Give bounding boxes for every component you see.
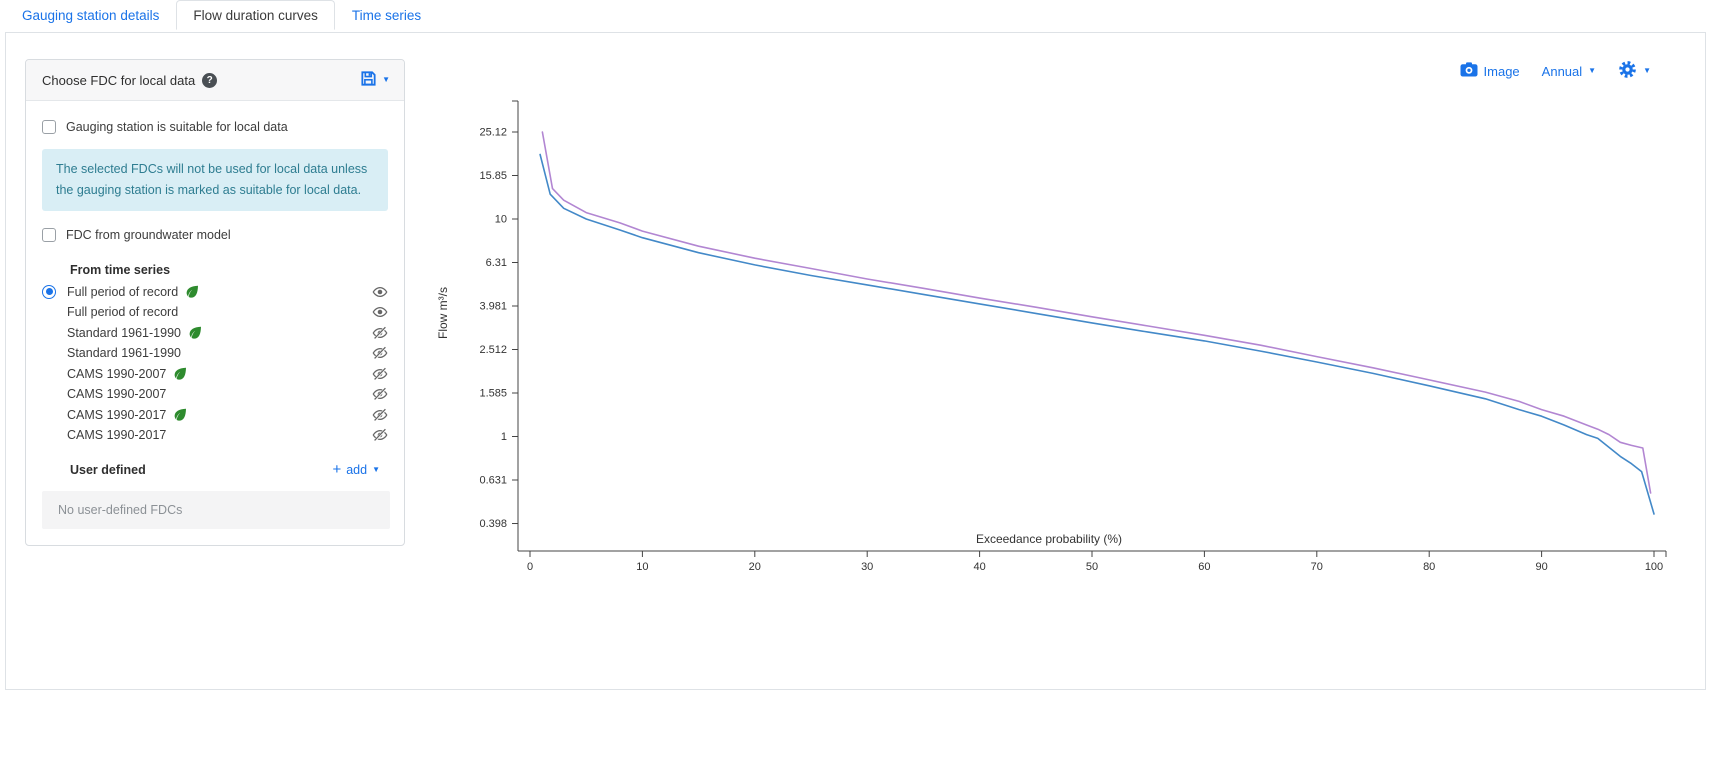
svg-text:60: 60 <box>1198 561 1210 573</box>
fdc-item-label: Full period of record <box>67 284 179 299</box>
svg-text:80: 80 <box>1423 561 1435 573</box>
fdc-item-label: CAMS 1990-2007 <box>67 387 167 401</box>
chart-controls: Image Annual ▼ ▼ <box>1460 60 1651 82</box>
groundwater-checkbox-label: FDC from groundwater model <box>66 228 231 243</box>
suitable-checkbox[interactable] <box>42 120 56 134</box>
leaf-icon <box>184 285 199 298</box>
fdc-panel-body: Gauging station is suitable for local da… <box>26 101 404 545</box>
add-dropdown-caret-icon: ▼ <box>372 464 380 474</box>
export-image-button[interactable]: Image <box>1460 62 1520 80</box>
chart-series <box>539 131 1655 515</box>
svg-text:0.631: 0.631 <box>479 474 507 486</box>
add-user-fdc-button[interactable]: + add ▼ <box>332 462 388 477</box>
svg-text:25.12: 25.12 <box>479 126 507 138</box>
eye-icon[interactable] <box>372 284 388 300</box>
svg-text:15.85: 15.85 <box>479 170 507 182</box>
x-axis-label: Exceedance probability (%) <box>976 532 1122 546</box>
fdc-item[interactable]: CAMS 1990-2017 <box>42 404 388 425</box>
fdc-item-label: CAMS 1990-2007 <box>67 366 167 381</box>
tab-time-series[interactable]: Time series <box>351 8 422 23</box>
svg-text:40: 40 <box>973 561 985 573</box>
fdc-item[interactable]: CAMS 1990-2007 <box>42 363 388 384</box>
fdc-panel: Choose FDC for local data ? ▼ Gauging <box>25 59 405 547</box>
save-icon <box>360 70 377 90</box>
svg-text:30: 30 <box>861 561 873 573</box>
gear-icon <box>1618 60 1637 82</box>
svg-text:1.585: 1.585 <box>479 387 507 399</box>
fdc-item-label: Full period of record <box>67 305 179 319</box>
leaf-icon <box>172 367 187 380</box>
groundwater-checkbox-row: FDC from groundwater model <box>42 228 388 243</box>
fdc-item-label: CAMS 1990-2017 <box>67 407 167 422</box>
fdc-radio-selected[interactable] <box>42 284 56 299</box>
fdc-list: Full period of record Full period of reco… <box>42 281 388 445</box>
fdc-item-label: CAMS 1990-2017 <box>67 428 167 442</box>
svg-text:3.981: 3.981 <box>479 301 507 313</box>
flow-duration-chart: 25.12 15.85 10 6.31 3.981 2.512 1.585 1 0.631 0.3… <box>436 100 1667 573</box>
svg-text:0: 0 <box>527 561 533 573</box>
save-dropdown-caret-icon[interactable]: ▼ <box>382 75 390 84</box>
svg-text:70: 70 <box>1311 561 1323 573</box>
svg-text:10: 10 <box>495 214 507 226</box>
plus-icon: + <box>332 461 342 479</box>
settings-caret-icon: ▼ <box>1643 66 1651 75</box>
groundwater-checkbox[interactable] <box>42 228 56 243</box>
suitable-checkbox-row: Gauging station is suitable for local da… <box>42 120 388 134</box>
fdc-item-label: Standard 1961-1990 <box>67 325 181 340</box>
period-caret-icon: ▼ <box>1588 66 1597 75</box>
y-axis-label: Flow m³/s <box>436 287 450 339</box>
fdc-item[interactable]: CAMS 1990-2007 <box>42 384 388 405</box>
period-dropdown[interactable]: Annual ▼ <box>1542 64 1596 79</box>
suitable-checkbox-label: Gauging station is suitable for local da… <box>66 120 288 134</box>
user-defined-row: User defined + add ▼ <box>42 462 388 477</box>
help-icon[interactable]: ? <box>202 72 218 88</box>
fdc-panel-header: Choose FDC for local data ? ▼ <box>26 60 404 101</box>
eye-off-icon[interactable] <box>372 325 388 341</box>
local-data-alert: The selected FDCs will not be used for l… <box>42 149 388 212</box>
svg-text:0.398: 0.398 <box>479 518 507 530</box>
svg-text:100: 100 <box>1645 561 1663 573</box>
svg-text:90: 90 <box>1535 561 1547 573</box>
tab-flow-duration-curves[interactable]: Flow duration curves <box>176 0 335 30</box>
fdc-item-label: Standard 1961-1990 <box>67 346 181 360</box>
tab-content: Choose FDC for local data ? ▼ Gauging <box>5 32 1706 690</box>
x-axis-ticks: 0 10 20 30 40 50 60 70 80 90 100 <box>527 551 1663 573</box>
fdc-item[interactable]: Standard 1961-1990 <box>42 343 388 364</box>
svg-text:20: 20 <box>749 561 761 573</box>
fdc-item[interactable]: CAMS 1990-2017 <box>42 425 388 446</box>
fdc-curve <box>541 131 1652 494</box>
eye-off-icon[interactable] <box>372 345 388 361</box>
svg-text:6.31: 6.31 <box>486 257 507 269</box>
time-series-heading: From time series <box>70 263 171 278</box>
period-label: Annual <box>1541 63 1583 79</box>
y-axis-ticks: 25.12 15.85 10 6.31 3.981 2.512 1.585 1 0.631 0.3… <box>479 126 518 530</box>
eye-off-icon[interactable] <box>372 386 388 402</box>
svg-text:2.512: 2.512 <box>479 344 507 356</box>
fdc-item[interactable]: Full period of record <box>42 281 388 302</box>
fdc-item[interactable]: Full period of record <box>42 302 388 323</box>
panel-title: Choose FDC for local data <box>42 72 196 88</box>
no-user-fdcs-box: No user-defined FDCs <box>42 491 390 530</box>
image-label: Image <box>1483 63 1520 79</box>
radio-slot <box>42 284 67 299</box>
leaf-icon <box>172 408 187 421</box>
svg-text:50: 50 <box>1086 561 1098 573</box>
eye-off-icon[interactable] <box>372 407 388 423</box>
eye-off-icon[interactable] <box>372 427 388 443</box>
fdc-item[interactable]: Standard 1961-1990 <box>42 322 388 343</box>
tab-gauging-station-details[interactable]: Gauging station details <box>22 8 160 23</box>
tab-bar: Gauging station details Flow duration cur… <box>5 0 1706 30</box>
leaf-icon <box>187 326 202 339</box>
eye-icon[interactable] <box>372 304 388 320</box>
save-fdc-button[interactable]: ▼ <box>360 70 390 90</box>
add-label: add <box>346 462 368 477</box>
camera-icon <box>1460 62 1478 80</box>
fdc-curve <box>539 153 1655 515</box>
eye-off-icon[interactable] <box>372 366 388 382</box>
settings-dropdown[interactable]: ▼ <box>1618 60 1651 82</box>
svg-text:10: 10 <box>636 561 648 573</box>
user-defined-heading: User defined <box>70 462 146 477</box>
svg-text:1: 1 <box>501 431 507 443</box>
